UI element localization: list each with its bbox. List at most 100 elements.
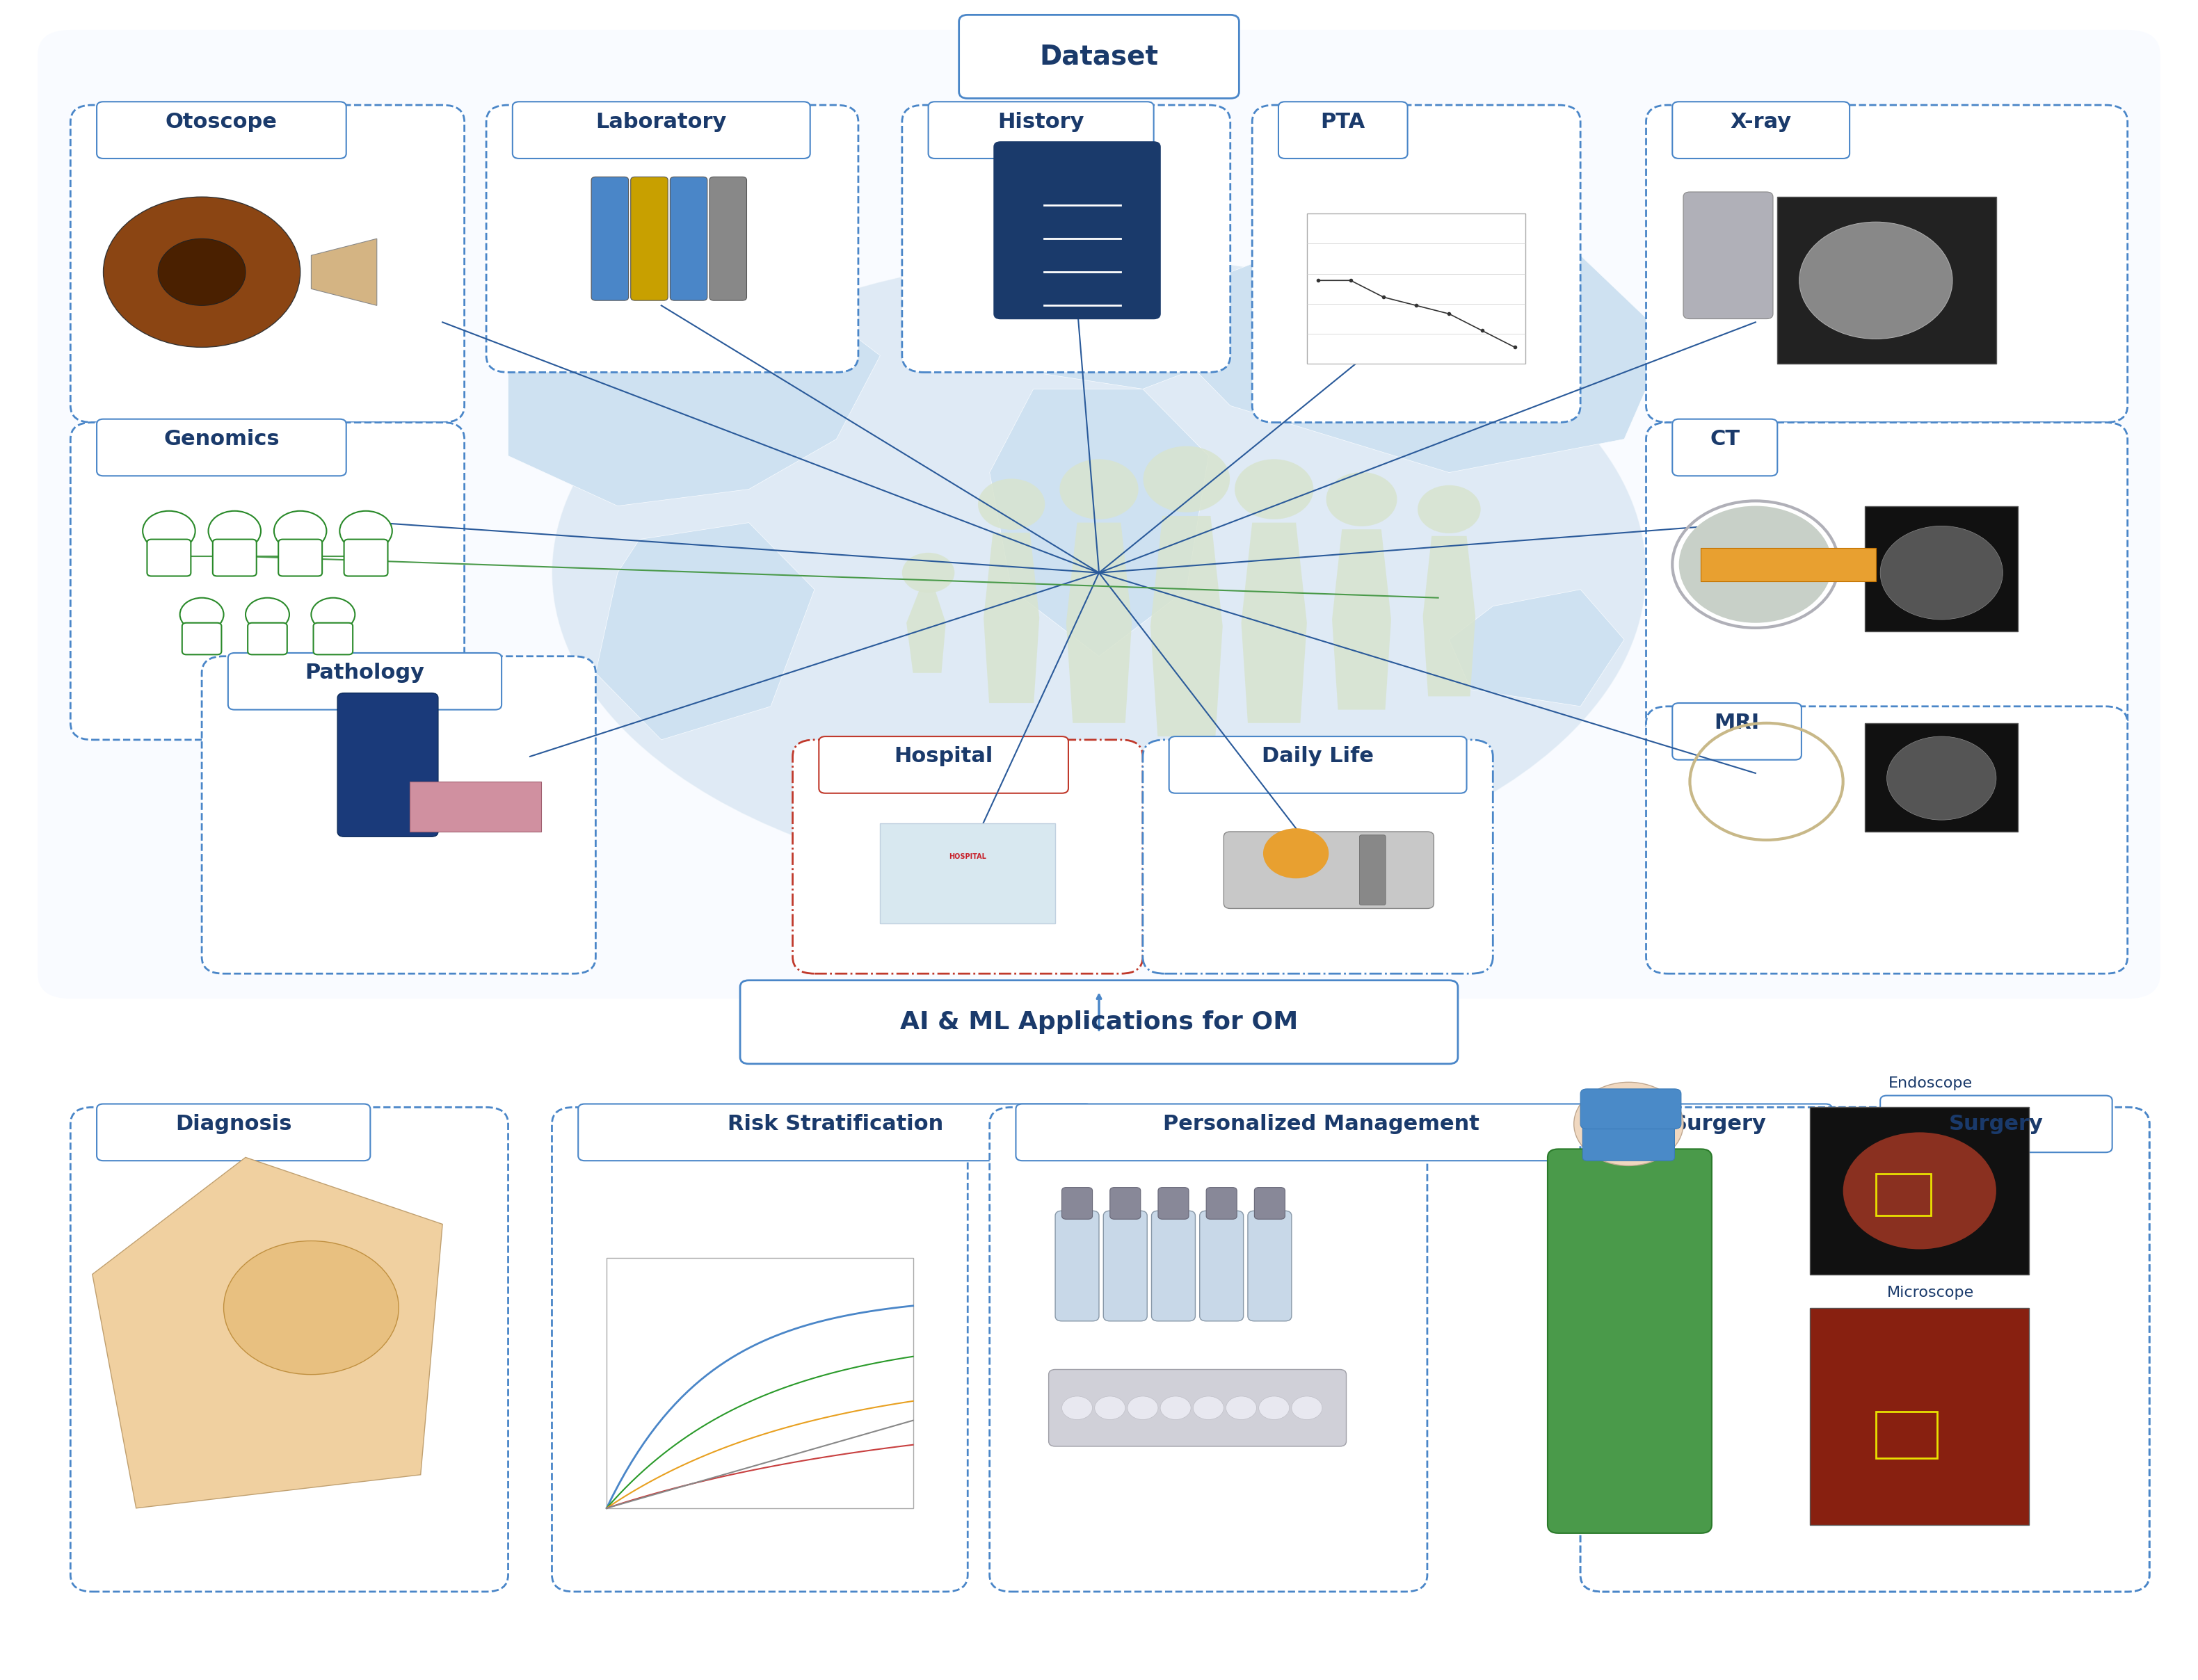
FancyBboxPatch shape bbox=[879, 823, 1055, 924]
Text: AI & ML Applications for OM: AI & ML Applications for OM bbox=[899, 1010, 1299, 1033]
FancyBboxPatch shape bbox=[591, 176, 629, 301]
FancyBboxPatch shape bbox=[958, 15, 1240, 99]
FancyBboxPatch shape bbox=[213, 539, 257, 576]
Circle shape bbox=[1292, 1396, 1323, 1420]
Text: Risk Stratification: Risk Stratification bbox=[728, 1114, 943, 1134]
FancyBboxPatch shape bbox=[1684, 192, 1774, 319]
Circle shape bbox=[1574, 1082, 1684, 1166]
Circle shape bbox=[1226, 1396, 1257, 1420]
FancyBboxPatch shape bbox=[1811, 1107, 2029, 1275]
Circle shape bbox=[1264, 828, 1330, 879]
Circle shape bbox=[224, 1242, 398, 1374]
Circle shape bbox=[180, 598, 224, 632]
Text: Otoscope: Otoscope bbox=[165, 111, 277, 131]
FancyBboxPatch shape bbox=[97, 418, 347, 475]
Circle shape bbox=[1161, 1396, 1191, 1420]
Polygon shape bbox=[906, 590, 945, 674]
FancyBboxPatch shape bbox=[578, 1104, 1092, 1161]
FancyBboxPatch shape bbox=[70, 1107, 508, 1591]
Text: Surgery: Surgery bbox=[1673, 1114, 1767, 1134]
Text: HOSPITAL: HOSPITAL bbox=[950, 853, 987, 860]
FancyBboxPatch shape bbox=[1673, 418, 1778, 475]
FancyBboxPatch shape bbox=[670, 176, 708, 301]
Text: Dataset: Dataset bbox=[1040, 44, 1158, 71]
Text: Genomics: Genomics bbox=[163, 428, 279, 449]
Circle shape bbox=[1095, 1396, 1125, 1420]
FancyBboxPatch shape bbox=[486, 106, 857, 373]
Circle shape bbox=[1128, 1396, 1158, 1420]
Circle shape bbox=[1325, 472, 1398, 526]
FancyBboxPatch shape bbox=[1048, 1369, 1347, 1446]
Polygon shape bbox=[989, 390, 1209, 657]
FancyBboxPatch shape bbox=[1583, 1124, 1675, 1161]
FancyBboxPatch shape bbox=[97, 1104, 369, 1161]
FancyBboxPatch shape bbox=[97, 102, 347, 158]
Text: Endoscope: Endoscope bbox=[1888, 1077, 1972, 1090]
Circle shape bbox=[1679, 506, 1833, 623]
Polygon shape bbox=[1066, 522, 1132, 722]
FancyBboxPatch shape bbox=[552, 1107, 967, 1591]
FancyBboxPatch shape bbox=[1778, 197, 1996, 365]
Text: Daily Life: Daily Life bbox=[1262, 746, 1374, 766]
Text: Hospital: Hospital bbox=[895, 746, 993, 766]
Text: Surgery: Surgery bbox=[1950, 1114, 2044, 1134]
FancyBboxPatch shape bbox=[1169, 736, 1466, 793]
Polygon shape bbox=[92, 1158, 442, 1509]
FancyBboxPatch shape bbox=[928, 102, 1154, 158]
FancyBboxPatch shape bbox=[1143, 739, 1492, 974]
Circle shape bbox=[1844, 1132, 1996, 1250]
Circle shape bbox=[1143, 447, 1231, 512]
Circle shape bbox=[1194, 1396, 1224, 1420]
FancyBboxPatch shape bbox=[1547, 1149, 1712, 1534]
FancyBboxPatch shape bbox=[1864, 722, 2018, 832]
Circle shape bbox=[1062, 1396, 1092, 1420]
Polygon shape bbox=[1033, 289, 1231, 390]
FancyBboxPatch shape bbox=[1062, 1188, 1092, 1220]
FancyBboxPatch shape bbox=[710, 176, 747, 301]
Text: Diagnosis: Diagnosis bbox=[176, 1114, 292, 1134]
Polygon shape bbox=[1448, 590, 1624, 706]
FancyBboxPatch shape bbox=[741, 981, 1457, 1063]
Text: Laboratory: Laboratory bbox=[596, 111, 728, 131]
Circle shape bbox=[1235, 459, 1314, 519]
Text: Microscope: Microscope bbox=[1888, 1285, 1974, 1299]
FancyBboxPatch shape bbox=[820, 736, 1068, 793]
FancyBboxPatch shape bbox=[1308, 213, 1525, 365]
Circle shape bbox=[143, 511, 196, 551]
FancyBboxPatch shape bbox=[1580, 1089, 1681, 1129]
Polygon shape bbox=[508, 306, 879, 506]
Circle shape bbox=[901, 553, 954, 593]
FancyBboxPatch shape bbox=[1358, 835, 1385, 906]
FancyBboxPatch shape bbox=[314, 623, 352, 655]
FancyBboxPatch shape bbox=[631, 176, 668, 301]
FancyBboxPatch shape bbox=[70, 106, 464, 422]
Circle shape bbox=[158, 239, 246, 306]
FancyBboxPatch shape bbox=[1103, 1211, 1147, 1320]
FancyBboxPatch shape bbox=[1811, 1307, 2029, 1525]
FancyBboxPatch shape bbox=[1255, 1188, 1286, 1220]
Circle shape bbox=[978, 479, 1044, 529]
FancyBboxPatch shape bbox=[1200, 1211, 1244, 1320]
Circle shape bbox=[1418, 486, 1481, 533]
FancyBboxPatch shape bbox=[1607, 1104, 1833, 1161]
FancyBboxPatch shape bbox=[37, 30, 2161, 998]
FancyBboxPatch shape bbox=[202, 657, 596, 974]
Circle shape bbox=[209, 511, 262, 551]
FancyBboxPatch shape bbox=[1015, 1104, 1627, 1161]
Text: History: History bbox=[998, 111, 1084, 131]
FancyBboxPatch shape bbox=[182, 623, 222, 655]
Polygon shape bbox=[1701, 548, 1875, 581]
FancyBboxPatch shape bbox=[1110, 1188, 1141, 1220]
Circle shape bbox=[1879, 526, 2002, 620]
FancyBboxPatch shape bbox=[512, 102, 811, 158]
Polygon shape bbox=[1332, 529, 1391, 709]
Circle shape bbox=[246, 598, 290, 632]
Circle shape bbox=[1259, 1396, 1290, 1420]
Polygon shape bbox=[1422, 536, 1475, 696]
FancyBboxPatch shape bbox=[1673, 102, 1849, 158]
FancyBboxPatch shape bbox=[1646, 422, 2128, 739]
Text: CT: CT bbox=[1710, 428, 1741, 449]
Text: Pathology: Pathology bbox=[306, 664, 424, 684]
FancyBboxPatch shape bbox=[70, 422, 464, 739]
FancyBboxPatch shape bbox=[1248, 1211, 1292, 1320]
